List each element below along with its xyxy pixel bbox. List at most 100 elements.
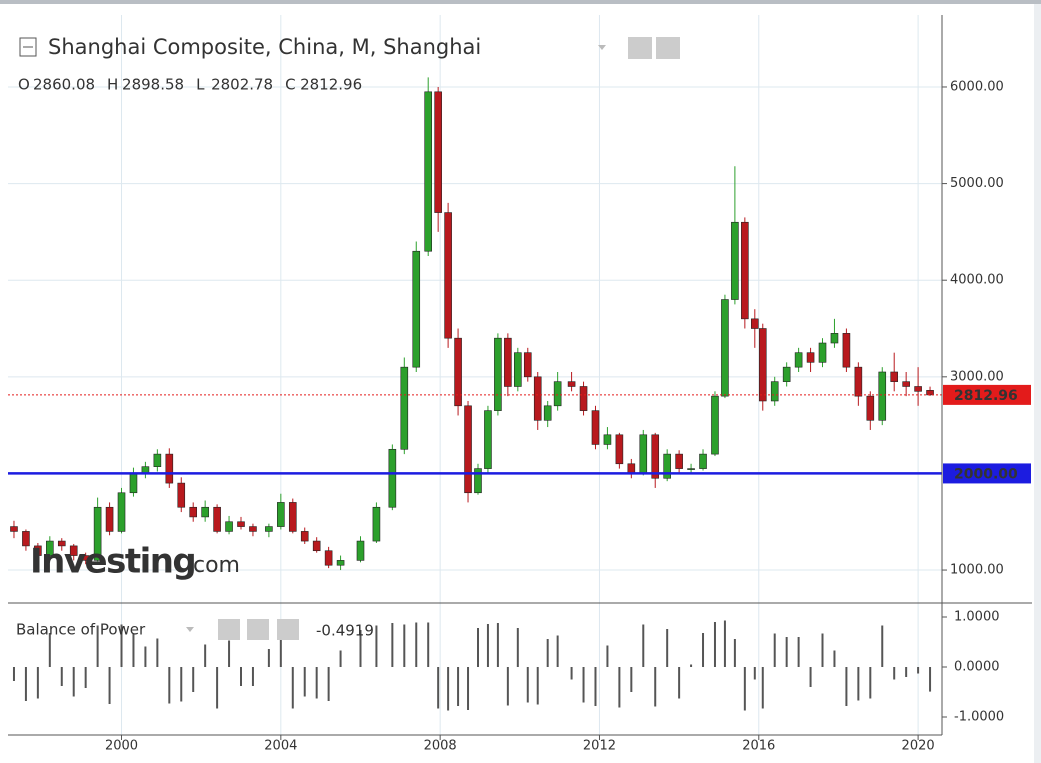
candle-body [312, 540, 321, 552]
indicator-remove[interactable] [277, 619, 299, 640]
candle-body [34, 545, 42, 556]
candle-body [878, 371, 887, 421]
candle-body [627, 463, 636, 474]
scrollbar [1034, 4, 1041, 763]
candle-body [639, 434, 648, 474]
indicator-value: -0.4919 [316, 622, 374, 640]
candle-body [93, 506, 102, 561]
candle-body [177, 482, 186, 508]
candle-body [818, 342, 827, 363]
candle-body [842, 333, 851, 368]
collapse-icon[interactable] [19, 37, 37, 57]
candle-body [514, 352, 522, 387]
candle-body [579, 386, 588, 411]
ohlc-key: C [285, 76, 295, 94]
level-label-box [943, 384, 1031, 405]
candle-body [57, 540, 66, 547]
x-tick-label: 2000 [105, 739, 138, 754]
candle-body [105, 506, 114, 532]
candle-body [806, 352, 815, 363]
marks [8, 77, 942, 711]
candle-body [533, 376, 542, 421]
candle-body [711, 395, 719, 455]
candle-body [277, 502, 285, 527]
candle-body [336, 560, 345, 566]
candle-body [751, 318, 759, 329]
candle-body [424, 91, 433, 252]
indicator-tick-label: -1.0000 [954, 710, 1004, 725]
level-label-box [943, 463, 1031, 484]
candle-body [356, 540, 365, 561]
y-tick-label: 5000.00 [950, 176, 1004, 191]
candle-body [249, 526, 257, 532]
candle-body [400, 366, 409, 450]
ohlc-key: H [107, 76, 118, 94]
candle-body [464, 405, 472, 494]
candle-body [117, 492, 126, 532]
candle-body [165, 453, 174, 484]
candle-body [523, 352, 532, 378]
candle-body [731, 221, 739, 300]
ohlc-value: 2802.78 [211, 76, 273, 94]
candle-body [504, 337, 512, 387]
candle-body [770, 381, 779, 402]
candle-body [591, 410, 600, 445]
axes: 2000 2004 2008 2012 2016 2020 1000.00 3000.00 40… [105, 79, 1031, 754]
candle-body [758, 328, 767, 402]
candle-body [830, 333, 839, 344]
x-tick-label: 2004 [264, 739, 297, 754]
candle-body [434, 91, 442, 213]
chart-title: Shanghai Composite, China, M, Shanghai [48, 35, 481, 59]
y-tick-label: 1000.00 [950, 563, 1004, 578]
indicator-settings[interactable] [247, 619, 269, 640]
candle-body [902, 381, 910, 387]
candle-body [388, 448, 397, 508]
candle-body [69, 545, 78, 556]
candle-body [225, 521, 233, 532]
top-border [0, 0, 1041, 4]
candle-body [300, 531, 309, 542]
settings-button[interactable] [656, 37, 680, 59]
ohlc-legend: O 2860.08 H 2898.58 L 2802.78 C 2812.96 [18, 76, 362, 94]
candle-body [201, 506, 209, 518]
candle-body [265, 526, 273, 532]
candle-body [189, 506, 198, 518]
candle-body [129, 473, 138, 494]
candle-body [494, 337, 502, 411]
y-tick-label: 3000.00 [950, 369, 1004, 384]
candle-body [663, 453, 671, 479]
candle-body [324, 550, 333, 566]
ohlc-key: L [196, 76, 205, 94]
level-label: 2000.00 [954, 466, 1018, 482]
watermark: Investing [30, 542, 195, 582]
candle-body [153, 453, 162, 467]
candle-body [454, 337, 462, 407]
visibility-button[interactable] [628, 37, 652, 59]
candle-body [675, 453, 683, 469]
ohlc-key: O [18, 76, 30, 94]
candle-body [474, 468, 482, 494]
candle-body [543, 405, 552, 421]
ohlc-value: 2812.96 [300, 76, 362, 94]
candle-body [444, 212, 452, 339]
ohlc-value: 2860.08 [33, 76, 95, 94]
candle-body [721, 299, 729, 397]
candle-body [687, 468, 695, 470]
x-tick-label: 2020 [902, 739, 935, 754]
candle-body [890, 371, 899, 382]
level-label: 2812.96 [954, 388, 1018, 404]
y-tick-label: 4000.00 [950, 273, 1004, 288]
indicator-dropdown[interactable] [186, 627, 194, 632]
indicator-tick-label: 0.0000 [954, 660, 1000, 675]
title-dropdown[interactable] [598, 45, 606, 50]
candle-body [412, 250, 421, 368]
candle-body [372, 506, 381, 542]
candle-body [603, 434, 612, 445]
x-tick-label: 2016 [742, 739, 775, 754]
ohlc-value: 2898.58 [122, 76, 184, 94]
indicator-visibility[interactable] [218, 619, 240, 640]
candle-body [782, 366, 791, 382]
candle-body [213, 506, 221, 532]
candle-body [46, 540, 54, 556]
candle-body [699, 453, 707, 469]
